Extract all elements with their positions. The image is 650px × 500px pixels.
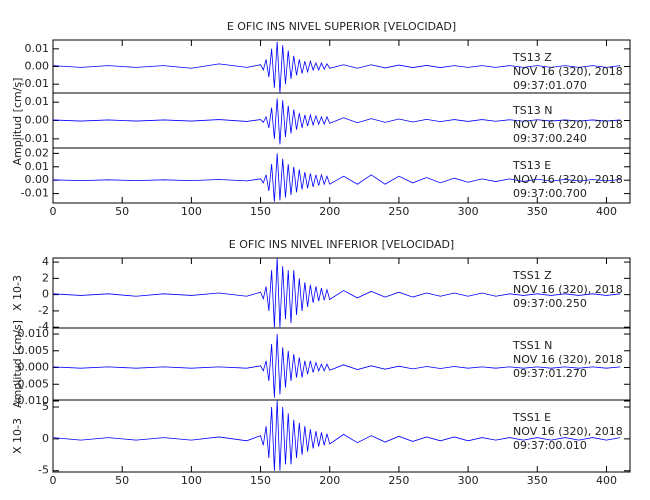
y-tick-label: 2 (42, 271, 49, 284)
x-tick-label: 250 (388, 205, 409, 218)
annotation: TSS1 N (512, 339, 552, 352)
annotation: NOV 16 (320), 2018 (513, 65, 623, 78)
annotation: NOV 16 (320), 2018 (513, 425, 623, 438)
x-tick-label: 400 (596, 205, 617, 218)
y-tick-label: 0 (42, 288, 49, 301)
annotation: NOV 16 (320), 2018 (513, 173, 623, 186)
annotation: NOV 16 (320), 2018 (513, 353, 623, 366)
x-tick-label: 0 (50, 474, 57, 487)
waveform (52, 257, 621, 328)
y-axis-label: X 10-3 (11, 275, 24, 311)
y-tick-label: 0.00 (25, 173, 50, 186)
x-tick-label: 250 (388, 474, 409, 487)
panel-frame (52, 399, 631, 473)
annotation: TSS1 E (512, 411, 551, 424)
x-tick-label: 150 (250, 474, 271, 487)
y-tick-label: 5 (42, 400, 49, 413)
waveform (52, 334, 621, 398)
annotation: TSS1 Z (512, 269, 552, 282)
x-tick-label: 300 (458, 474, 479, 487)
y-tick-label: 0.000 (18, 361, 50, 374)
y-tick-label: 0.00 (25, 114, 50, 127)
annotation: NOV 16 (320), 2018 (513, 118, 623, 131)
waveform (52, 400, 621, 471)
annotation: 09:37:00.700 (513, 187, 587, 200)
y-tick-label: -0.01 (21, 132, 49, 145)
annotation: 09:37:01.270 (513, 367, 587, 380)
y-tick-label: 0 (42, 432, 49, 445)
x-tick-label: 200 (319, 474, 340, 487)
x-tick-label: 50 (115, 474, 129, 487)
y-tick-label: 0.00 (25, 60, 50, 73)
group-title: E OFIC INS NIVEL INFERIOR [VELOCIDAD] (229, 238, 454, 251)
y-tick-label: 0.005 (18, 344, 50, 357)
annotation: 09:37:00.250 (513, 297, 587, 310)
y-tick-label: -4 (38, 320, 49, 333)
y-axis-label: Amplitud [cm/s] (11, 78, 24, 166)
y-tick-label: 0.01 (25, 42, 50, 55)
y-tick-label: -0.010 (14, 394, 49, 407)
y-tick-label: 0.01 (25, 160, 50, 173)
waveform (52, 153, 621, 202)
y-tick-label: 4 (42, 255, 49, 268)
y-tick-label: 0.01 (25, 95, 50, 108)
x-tick-label: 350 (527, 474, 548, 487)
waveform (52, 41, 621, 94)
annotation: NOV 16 (320), 2018 (513, 283, 623, 296)
x-tick-label: 200 (319, 205, 340, 218)
x-tick-label: 300 (458, 205, 479, 218)
y-tick-label: -2 (38, 304, 49, 317)
x-tick-label: 150 (250, 205, 271, 218)
group-title: E OFIC INS NIVEL SUPERIOR [VELOCIDAD] (227, 20, 456, 33)
annotation: 09:37:01.070 (513, 79, 587, 92)
y-tick-label: -0.01 (21, 187, 49, 200)
y-tick-label: -0.005 (14, 377, 49, 390)
y-tick-label: 0.010 (18, 327, 50, 340)
annotation: 09:37:00.240 (513, 132, 587, 145)
annotation: TS13 Z (512, 51, 552, 64)
annotation: 09:37:00.010 (513, 439, 587, 452)
y-tick-label: -5 (38, 464, 49, 477)
x-tick-label: 100 (181, 474, 202, 487)
y-tick-label: 0.02 (25, 146, 50, 159)
x-tick-label: 400 (596, 474, 617, 487)
x-tick-label: 100 (181, 205, 202, 218)
y-axis-label: X 10-3 (11, 418, 24, 454)
y-tick-label: -0.01 (21, 77, 49, 90)
annotation: TS13 N (512, 104, 552, 117)
x-tick-label: 50 (115, 205, 129, 218)
annotation: TS13 E (512, 159, 551, 172)
x-tick-label: 0 (50, 205, 57, 218)
waveform (52, 98, 621, 145)
x-tick-label: 350 (527, 205, 548, 218)
y-axis-label: Amplitud [cm/s] (11, 320, 24, 408)
panel-frame (52, 147, 631, 204)
